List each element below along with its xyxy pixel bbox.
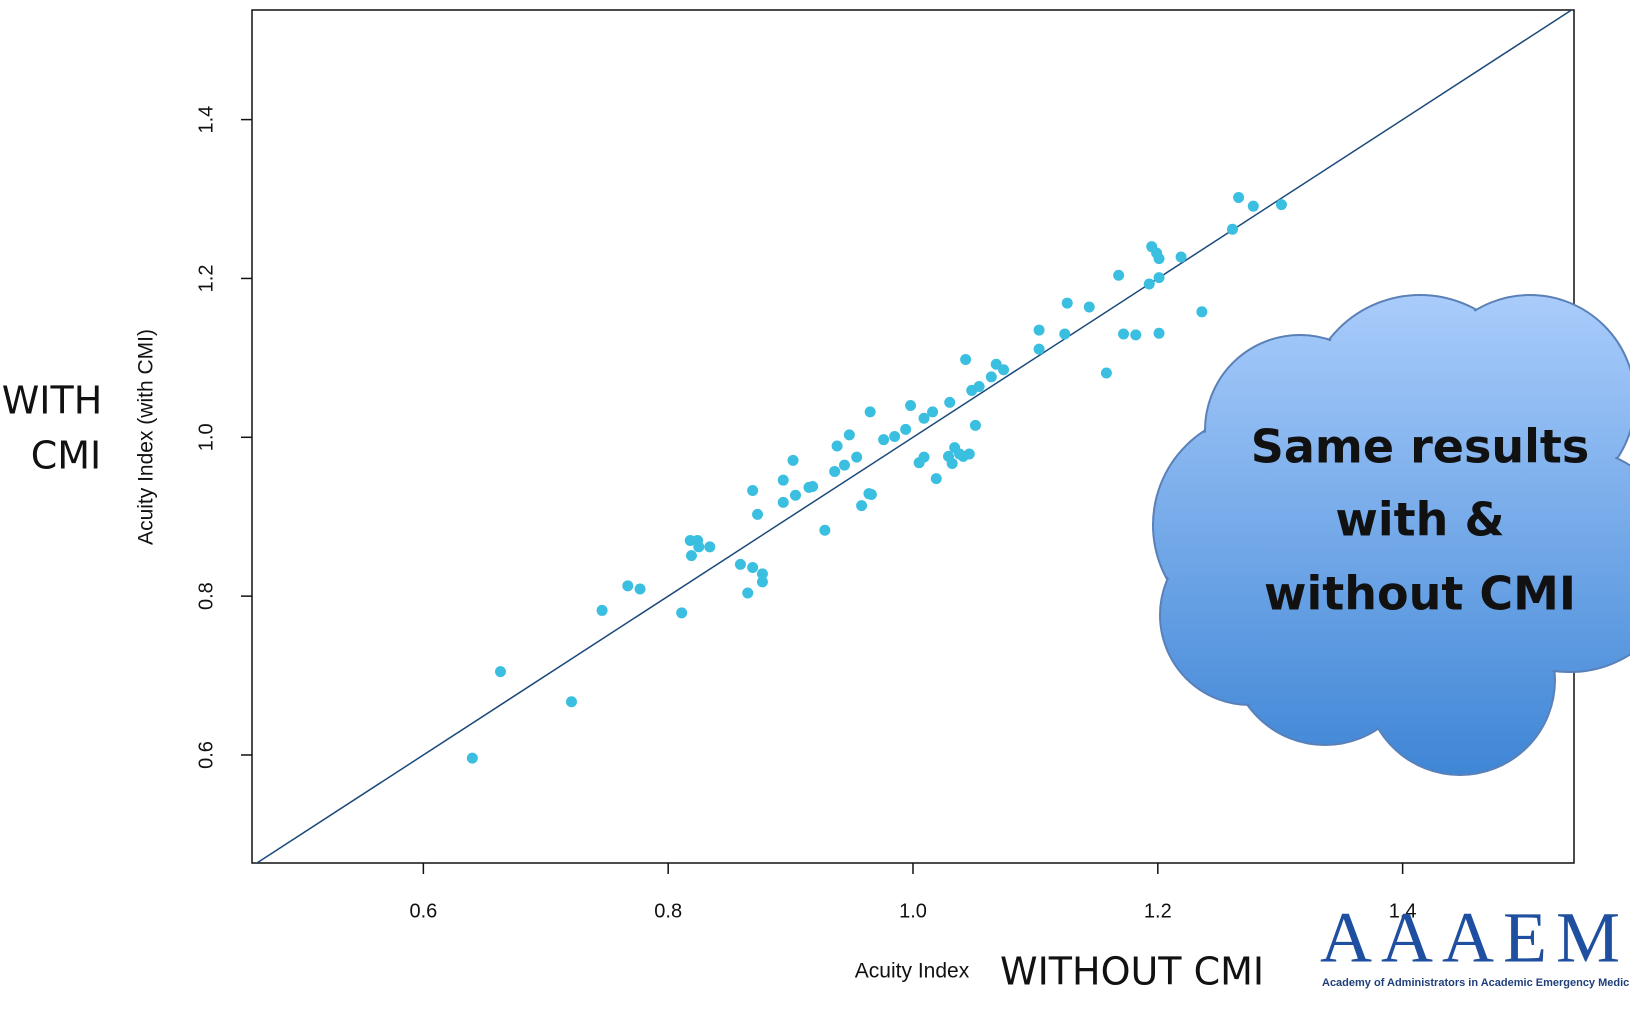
x-tick-label: 0.6 <box>409 900 437 922</box>
point <box>944 396 956 408</box>
point <box>838 459 850 471</box>
point <box>1061 297 1073 309</box>
callout-text: with & <box>1335 493 1504 547</box>
x-tick-label: 0.8 <box>654 900 682 922</box>
x-axis-label: Acuity Index <box>855 960 970 983</box>
point <box>1083 301 1095 313</box>
point <box>1175 251 1187 263</box>
point <box>1247 200 1259 212</box>
point <box>829 465 841 477</box>
point <box>494 666 506 678</box>
y-tick-label: 0.8 <box>195 582 217 610</box>
point <box>777 496 789 508</box>
point <box>685 550 697 562</box>
point <box>1033 343 1045 355</box>
y-tick-label: 0.6 <box>195 741 217 769</box>
point <box>930 473 942 485</box>
point <box>634 583 646 595</box>
point <box>1153 327 1165 339</box>
point <box>900 423 912 435</box>
point <box>734 558 746 570</box>
logo-mark: AAAEM <box>1320 898 1620 978</box>
point <box>918 412 930 424</box>
point <box>1275 199 1287 211</box>
point <box>1113 269 1125 281</box>
point <box>973 380 985 392</box>
point <box>865 488 877 500</box>
point <box>789 489 801 501</box>
x-tick-label: 1.2 <box>1144 900 1172 922</box>
point <box>747 485 759 497</box>
point <box>676 607 688 619</box>
point <box>864 406 876 418</box>
point <box>843 429 855 441</box>
point <box>807 481 819 493</box>
y-tick-label: 1.0 <box>195 423 217 451</box>
point <box>565 696 577 708</box>
point <box>905 400 917 412</box>
point <box>969 419 981 431</box>
annotation: WITHOUT CMI <box>1000 950 1264 994</box>
axes: 0.6 0.8 1.0 1.2 1.4 0.6 0.8 1.0 1.2 1.4 <box>195 106 1416 923</box>
point <box>819 524 831 536</box>
callout-text: without CMI <box>1264 567 1576 621</box>
x-tick-label: 1.0 <box>899 900 927 922</box>
point <box>1033 324 1045 336</box>
point <box>756 568 768 580</box>
point <box>831 440 843 452</box>
point <box>1153 272 1165 284</box>
y-axis-label: Acuity Index (with CMI) <box>135 329 158 545</box>
point <box>889 431 901 442</box>
point <box>752 508 764 520</box>
plot-area <box>255 10 1573 863</box>
annotation: CMI <box>31 434 102 478</box>
point <box>742 587 754 599</box>
point <box>1118 328 1130 340</box>
point <box>1153 253 1165 265</box>
point <box>1226 223 1238 235</box>
point <box>747 562 759 574</box>
point <box>787 454 799 466</box>
point <box>998 364 1010 376</box>
point <box>946 458 958 470</box>
point <box>622 580 634 592</box>
point <box>856 500 868 512</box>
point <box>878 434 890 446</box>
point <box>927 406 939 418</box>
point <box>963 448 975 460</box>
logo: AAAEM Academy of Administrators in Acade… <box>1320 898 1630 989</box>
point <box>704 541 716 553</box>
point <box>918 451 930 463</box>
callout-text: Same results <box>1251 420 1589 474</box>
y-tick-label: 1.4 <box>195 106 217 134</box>
point <box>1143 278 1155 290</box>
point <box>466 752 478 764</box>
point <box>693 541 705 553</box>
logo-caption: Academy of Administrators in Academic Em… <box>1322 977 1630 989</box>
point <box>1130 329 1142 341</box>
point <box>1233 191 1245 203</box>
point <box>1059 328 1071 340</box>
identity-line <box>255 10 1573 863</box>
point <box>851 451 863 463</box>
point <box>960 353 972 365</box>
point <box>596 604 608 616</box>
annotation: WITH <box>2 379 103 423</box>
callout-cloud: Same results with & without CMI <box>1152 294 1630 776</box>
point <box>985 371 997 383</box>
y-tick-label: 1.2 <box>195 265 217 293</box>
point <box>777 474 789 486</box>
point <box>1196 306 1208 318</box>
point <box>1100 367 1112 379</box>
point <box>756 576 768 588</box>
x-tick-label: 1.4 <box>1389 900 1417 922</box>
